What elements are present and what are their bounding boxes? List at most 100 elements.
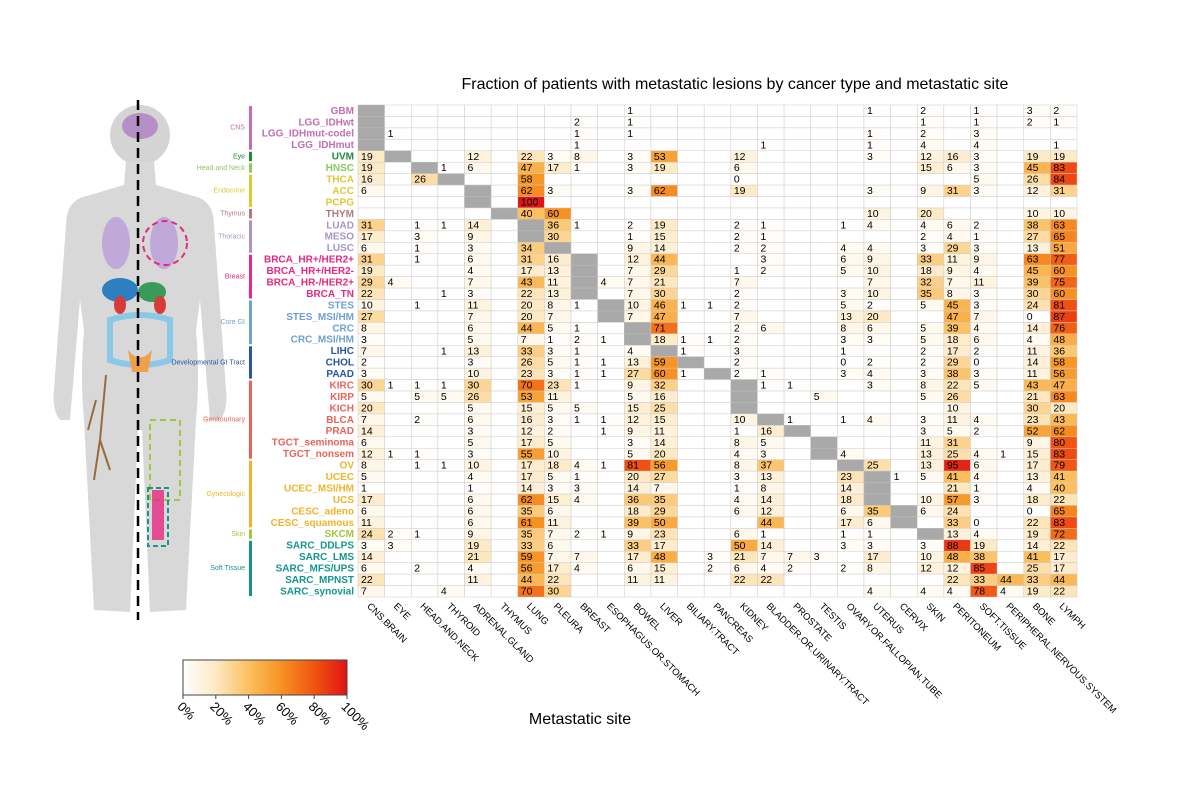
cell-value: 29	[947, 357, 959, 369]
empty-cell	[437, 356, 465, 369]
empty-cell	[863, 425, 891, 438]
cell-value: 1	[414, 528, 420, 540]
cell-value: 7	[361, 586, 367, 598]
empty-cell	[916, 573, 945, 586]
cell-value: 6	[361, 563, 367, 575]
cell-value: 3	[840, 288, 846, 300]
empty-cell	[810, 459, 838, 472]
cell-value: 3	[547, 345, 553, 357]
cell-value: 22	[734, 574, 746, 586]
cell-value: 7	[654, 483, 660, 495]
empty-cell	[837, 127, 865, 140]
empty-cell	[1023, 127, 1051, 140]
empty-cell	[996, 196, 1024, 209]
empty-cell	[490, 322, 519, 335]
empty-cell	[837, 585, 865, 598]
cell-value: 3	[973, 300, 979, 312]
cell-value: 7	[627, 311, 633, 323]
cell-value: 1	[601, 460, 607, 472]
empty-cell	[570, 104, 598, 117]
empty-cell	[996, 253, 1024, 266]
empty-cell	[677, 276, 705, 289]
masked-cell	[570, 287, 598, 300]
cell-value: 1	[707, 300, 713, 312]
empty-cell	[597, 196, 625, 209]
cell-value: 48	[654, 551, 666, 563]
cell-value: 4	[1027, 483, 1033, 495]
cell-value: 1	[627, 128, 633, 140]
cell-value: 1	[760, 528, 766, 540]
cell-value: 3	[867, 334, 873, 346]
empty-cell	[996, 562, 1024, 575]
empty-cell	[730, 516, 758, 529]
empty-cell	[437, 242, 465, 254]
cell-value: 8	[734, 437, 740, 449]
x-tick-label: PERITONEUM	[950, 601, 1003, 654]
empty-cell	[837, 150, 865, 163]
empty-cell	[996, 493, 1024, 506]
bowel	[107, 312, 173, 368]
group-label: Thymus	[220, 211, 245, 218]
empty-cell	[650, 104, 678, 117]
empty-cell	[570, 207, 598, 220]
y-tick-label: TGCT_nonsem	[283, 449, 354, 460]
cell-value: 4	[1027, 334, 1033, 346]
cell-value: 45	[1027, 162, 1039, 174]
cell-value: 31	[1053, 185, 1065, 197]
cell-value: 1	[414, 219, 420, 231]
cell-value: 17	[840, 517, 852, 529]
cell-value: 9	[468, 528, 474, 540]
cell-value: 6	[468, 517, 474, 529]
empty-cell	[783, 150, 811, 163]
cell-value: 1	[388, 380, 394, 392]
cell-value: 2	[973, 345, 979, 357]
cell-value: 62	[654, 185, 666, 197]
empty-cell	[970, 402, 998, 415]
empty-cell	[570, 436, 598, 449]
cell-value: 85	[973, 563, 985, 575]
empty-cell	[597, 150, 625, 163]
cell-value: 41	[1053, 471, 1065, 483]
empty-cell	[996, 470, 1024, 483]
cell-value: 5	[547, 322, 553, 334]
cell-value: 15	[627, 402, 639, 414]
cell-value: 1	[760, 231, 766, 243]
cell-value: 39	[947, 322, 959, 334]
cell-value: 2	[388, 528, 394, 540]
cell-value: 2	[920, 105, 926, 117]
cell-value: 1	[361, 483, 367, 495]
cell-value: 4	[574, 460, 580, 472]
empty-cell	[783, 528, 811, 541]
empty-cell	[996, 367, 1024, 380]
cell-value: 17	[547, 162, 559, 174]
masked-cell	[464, 196, 492, 209]
empty-cell	[597, 448, 625, 460]
group-bar	[249, 300, 252, 345]
cell-value: 7	[547, 528, 553, 540]
empty-cell	[916, 402, 945, 415]
masked-cell	[810, 448, 838, 460]
empty-cell	[810, 356, 838, 369]
empty-cell	[996, 390, 1024, 403]
empty-cell	[570, 310, 598, 323]
cell-value: 10	[947, 402, 959, 414]
cell-value: 19	[734, 185, 746, 197]
torso	[53, 162, 227, 612]
cell-value: 3	[361, 334, 367, 346]
empty-cell	[517, 104, 545, 117]
empty-cell	[411, 322, 439, 335]
empty-cell	[490, 287, 519, 300]
empty-cell	[677, 150, 705, 163]
empty-cell	[916, 196, 945, 209]
cell-value: 2	[734, 322, 740, 334]
cell-value: 22	[1053, 540, 1065, 552]
cell-value: 62	[1053, 425, 1065, 437]
empty-cell	[996, 104, 1024, 117]
cell-value: 4	[867, 219, 873, 231]
empty-cell	[810, 173, 838, 186]
empty-cell	[863, 196, 891, 209]
cell-value: 2	[414, 563, 420, 575]
uterus	[128, 350, 152, 372]
cell-value: 55	[521, 448, 533, 460]
empty-cell	[490, 299, 519, 312]
